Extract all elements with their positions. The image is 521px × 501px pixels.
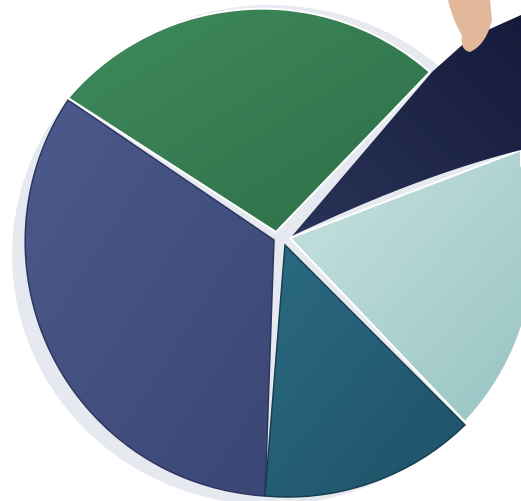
- hand: [448, 0, 492, 52]
- green-slice: [66, 7, 432, 234]
- light-teal-slice: [288, 148, 521, 424]
- teal-slice: [264, 243, 467, 498]
- blue-slice: [24, 98, 275, 497]
- lifted-navy-slice: [292, 15, 521, 236]
